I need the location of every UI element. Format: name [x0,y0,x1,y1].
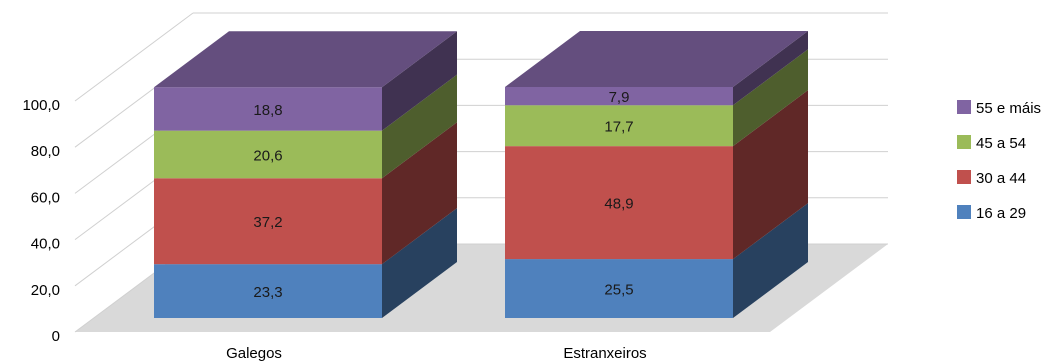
bars: 23,3 37,2 20,6 18,8 Galegos 25,5 48,9 17,7 7,9 Es… [154,31,808,362]
legend-item: 45 a 54 [957,135,1026,152]
y-tick-label: 40,0 [31,236,60,253]
y-tick-label: 60,0 [31,189,60,206]
bar-segment: 7,9 [505,31,808,106]
data-label: 17,7 [604,119,633,136]
legend-swatch [957,100,971,114]
legend-label: 30 a 44 [976,170,1026,187]
bar-segment-side [382,208,457,318]
bar-segment-side [382,122,457,265]
legend-item: 16 a 29 [957,205,1026,222]
bar-segment-front [505,146,733,260]
legend-swatch [957,170,971,184]
bar-segment-front [154,130,382,179]
data-label: 7,9 [609,89,630,106]
data-label: 18,8 [253,102,282,119]
legend-label: 55 e máis [976,100,1041,117]
bar-segment-top [505,31,808,87]
bar-segment-front [505,87,733,106]
x-category-label: Estranxeiros [563,345,646,362]
bar-segment-side [733,49,808,147]
bar-segment-top [154,31,457,88]
bar-segment: 37,2 [154,122,457,265]
bar-segment: 18,8 [154,31,457,131]
data-label: 37,2 [253,214,282,231]
y-axis: 0 20,0 40,0 60,0 80,0 100,0 [22,97,60,345]
side-gridline [74,12,194,102]
legend-item: 30 a 44 [957,170,1026,187]
bar-segment-front [154,87,382,131]
bar-segment-side [733,90,808,260]
y-tick-label: 80,0 [31,143,60,160]
legend-label: 45 a 54 [976,135,1026,152]
bar-segment-side [382,31,457,131]
bar-segment-side [733,31,808,106]
bar-segment-front [154,178,382,265]
bar-segment: 20,6 [154,74,457,179]
legend-item: 55 e máis [957,100,1041,117]
data-label: 23,3 [253,284,282,301]
bar-segment: 17,7 [505,49,808,147]
legend-label: 16 a 29 [976,205,1026,222]
bar-segment: 48,9 [505,90,808,260]
y-tick-label: 0 [52,328,60,345]
y-tick-label: 20,0 [31,282,60,299]
bar-segment-front [505,105,733,147]
legend: 55 e máis 45 a 54 30 a 44 16 a 29 [957,100,1041,222]
legend-swatch [957,205,971,219]
bar-segment-side [382,74,457,179]
data-label: 20,6 [253,147,282,164]
legend-swatch [957,135,971,149]
bar-segment-side [733,203,808,318]
bar-segment-front [505,259,733,318]
y-tick-label: 100,0 [22,97,60,114]
bar-segment: 25,5 [505,203,808,318]
bar-segment: 23,3 [154,208,457,318]
x-category-label: Galegos [226,345,282,362]
bar-segment-front [154,264,382,318]
data-label: 48,9 [604,196,633,213]
data-label: 25,5 [604,282,633,299]
